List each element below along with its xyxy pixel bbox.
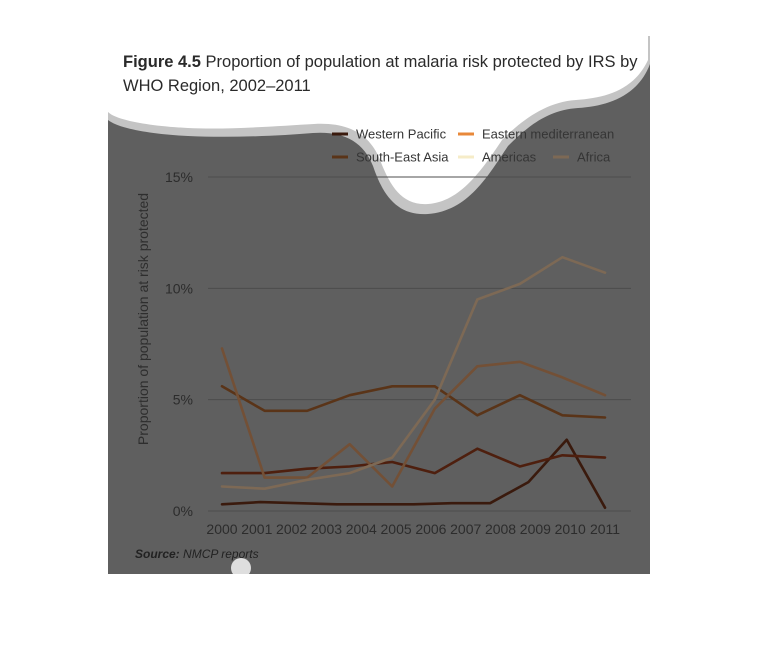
legend-entry: South-East Asia (356, 150, 449, 165)
y-tick-label: 15% (165, 169, 193, 185)
y-axis-label: Proportion of population at risk protect… (135, 193, 151, 445)
x-axis-ticks: 2000 2001 2002 2003 2004 2005 2006 2007 2008 2009… (206, 521, 620, 537)
x-tick-label: 2010 (555, 521, 586, 537)
legend-entry: Africa (577, 150, 611, 165)
x-tick-label: 2008 (485, 521, 516, 537)
x-tick-label: 2002 (276, 521, 307, 537)
y-axis-ticks: 0% 5% 10% 15% (165, 169, 193, 519)
legend-entry: Western Pacific (356, 127, 447, 142)
line-chart: 0%5%10%15% 2000 2001 2002 2003 2004 2005 2006 2… (135, 127, 631, 537)
y-tick-label: 0% (173, 503, 193, 519)
figure-number: Figure 4.5 (123, 53, 201, 71)
x-tick-label: 2001 (241, 521, 272, 537)
x-tick-label: 2005 (381, 521, 412, 537)
source-label: Source: (135, 547, 180, 561)
series-line-1 (220, 438, 607, 510)
series-line-2 (220, 447, 607, 475)
x-tick-label: 2000 (206, 521, 237, 537)
x-tick-label: 2006 (415, 521, 446, 537)
series-line-5 (220, 255, 607, 491)
legend-entry: Eastern mediterranean (482, 127, 614, 142)
source-note: Source: NMCP reports (135, 547, 259, 561)
y-tick-label: 10% (165, 280, 193, 296)
series-lines (220, 255, 607, 510)
x-tick-label: 2007 (450, 521, 481, 537)
gridlines (208, 176, 631, 512)
series-line-3 (220, 384, 607, 419)
x-tick-label: 2004 (346, 521, 377, 537)
figure-panel: Figure 4.5 Proportion of population at m… (108, 36, 650, 574)
chart-title: Figure 4.5 Proportion of population at m… (123, 50, 643, 98)
x-tick-label: 2011 (590, 521, 620, 537)
source-value: NMCP reports (183, 547, 259, 561)
legend: Western Pacific Eastern mediterranean Sout… (332, 127, 614, 165)
series-line-4 (220, 347, 607, 488)
x-tick-label: 2003 (311, 521, 342, 537)
legend-entry: Americas (482, 150, 537, 165)
figure-title-text: Proportion of population at malaria risk… (123, 53, 638, 95)
y-tick-label: 5% (173, 392, 193, 408)
x-tick-label: 2009 (520, 521, 551, 537)
title-overlay-shape (108, 36, 650, 574)
